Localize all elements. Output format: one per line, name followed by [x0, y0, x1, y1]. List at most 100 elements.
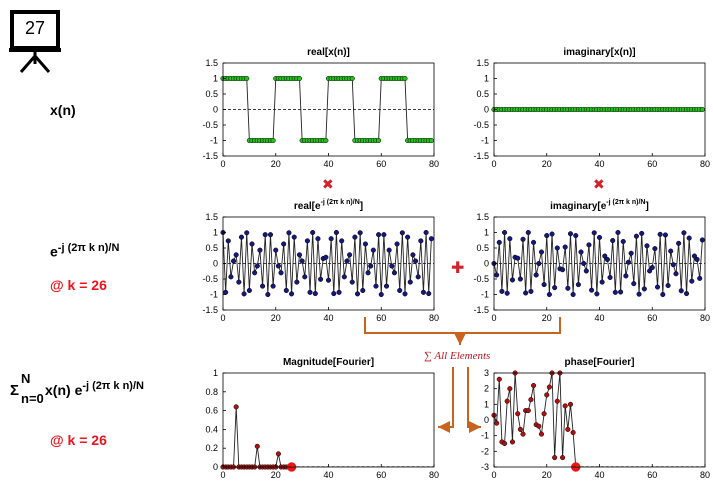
- data-point: [307, 289, 313, 295]
- data-point: [428, 236, 434, 242]
- y-tick-label: 0: [484, 105, 489, 115]
- data-point: [496, 376, 502, 382]
- data-point: [589, 287, 595, 293]
- data-point: [502, 229, 508, 236]
- x-tick-label: 20: [271, 313, 281, 323]
- data-point: [278, 270, 284, 276]
- data-point: [389, 263, 395, 269]
- data-point: [567, 401, 574, 407]
- y-tick-label: 1: [213, 368, 218, 378]
- data-point: [615, 229, 621, 236]
- data-point: [562, 244, 568, 250]
- data-point: [578, 249, 584, 255]
- y-tick-label: -1.5: [473, 305, 489, 315]
- x-tick-label: 60: [376, 313, 386, 323]
- x-tick-label: 20: [542, 159, 552, 169]
- y-tick-label: 0.8: [205, 387, 218, 397]
- data-point: [686, 235, 692, 241]
- data-point: [252, 270, 258, 276]
- y-tick-label: 1: [213, 228, 218, 238]
- data-point: [509, 277, 516, 283]
- x-tick-label: 80: [700, 159, 710, 169]
- data-point: [525, 408, 531, 414]
- data-point: [357, 230, 363, 236]
- data-point: [523, 290, 529, 296]
- plot-title: phase[Fourier]: [564, 357, 634, 368]
- data-point: [231, 258, 237, 264]
- data-point: [546, 384, 552, 390]
- data-point: [331, 291, 337, 297]
- data-point: [596, 234, 603, 241]
- y-tick-label: 2: [484, 384, 489, 394]
- data-point: [570, 429, 576, 436]
- data-point: [352, 234, 358, 240]
- data-point: [428, 137, 434, 144]
- y-tick-label: -0.5: [202, 274, 218, 284]
- y-tick-label: 1.5: [476, 58, 489, 68]
- y-tick-label: -1: [481, 136, 489, 146]
- y-tick-label: -1: [210, 136, 218, 146]
- data-point: [386, 247, 392, 253]
- data-point: [323, 254, 329, 260]
- data-point: [538, 431, 545, 437]
- y-tick-label: -1.5: [202, 151, 218, 161]
- data-point: [315, 236, 321, 242]
- y-tick-label: -1.5: [202, 305, 218, 315]
- data-point: [270, 137, 276, 144]
- data-point: [591, 230, 597, 236]
- data-point: [349, 279, 355, 285]
- data-point: [233, 404, 239, 410]
- x-tick-label: 0: [220, 159, 225, 169]
- x-tick-label: 60: [376, 159, 386, 169]
- data-point: [296, 252, 303, 258]
- xn-label: x(n): [50, 102, 76, 118]
- data-point: [689, 278, 695, 284]
- plot-title-base: real[e: [294, 201, 321, 212]
- data-point: [647, 268, 653, 274]
- y-tick-label: 0.5: [476, 89, 489, 99]
- data-point: [665, 282, 671, 289]
- y-tick-label: 0.5: [205, 243, 218, 253]
- data-point: [517, 426, 523, 432]
- data-point: [399, 230, 405, 236]
- y-tick-label: 0.2: [205, 443, 218, 453]
- data-point: [354, 291, 361, 297]
- data-point: [349, 75, 355, 82]
- y-tick-label: -0.5: [473, 274, 489, 284]
- data-point: [533, 272, 539, 278]
- data-point: [618, 289, 624, 295]
- data-point: [499, 288, 505, 294]
- plot-imag-xn: imaginary[x(n)] 0 20 40 60 80 1.5 1 0.5 0 -0.5 -1 -1…: [473, 47, 710, 169]
- data-point: [494, 420, 500, 426]
- data-point: [552, 285, 558, 291]
- k-value-label-2: @ k = 26: [50, 432, 107, 448]
- x-tick-label: 60: [647, 159, 657, 169]
- data-point: [225, 238, 231, 244]
- data-point: [270, 283, 276, 289]
- y-tick-label: -1.5: [473, 151, 489, 161]
- data-point: [504, 398, 510, 404]
- data-point: [583, 268, 589, 274]
- data-point: [570, 291, 576, 298]
- data-point: [254, 443, 260, 449]
- plot-real-kernel: real[e-j (2π k n)/N] 0 20 40 60 80 1.5 1 0.5 0 -0.…: [202, 199, 439, 323]
- data-point: [546, 291, 552, 298]
- sum-upper-limit: N: [21, 371, 31, 386]
- data-point: [281, 241, 287, 247]
- plot-title: real[x(n)]: [307, 47, 350, 58]
- series-line: [223, 406, 292, 468]
- data-point: [294, 279, 300, 285]
- plot-title-exponent: -j (2π k n)/N: [606, 199, 645, 206]
- data-point: [544, 392, 550, 398]
- x-tick-label: 0: [491, 159, 496, 169]
- series-line: [493, 232, 703, 295]
- data-point: [560, 267, 566, 273]
- data-point: [541, 411, 547, 417]
- y-tick-label: -3: [481, 462, 489, 472]
- data-point: [554, 398, 560, 404]
- data-point: [625, 259, 632, 265]
- y-tick-label: 1.5: [205, 58, 218, 68]
- data-point: [310, 229, 316, 236]
- data-point: [531, 239, 537, 245]
- x-tick-label: 20: [542, 313, 552, 323]
